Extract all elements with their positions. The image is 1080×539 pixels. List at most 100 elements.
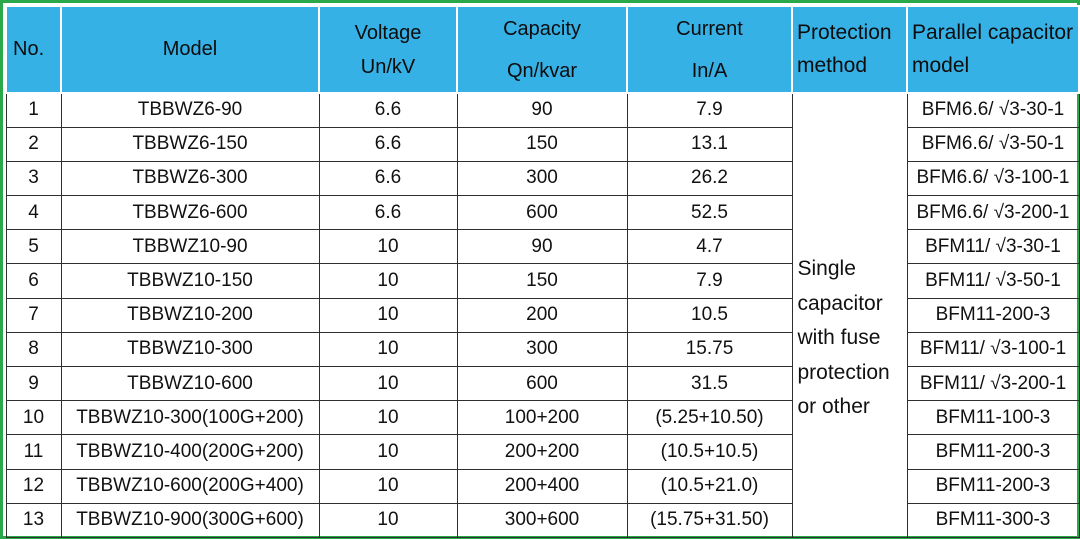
cell-capacity: 300 <box>456 160 628 197</box>
cell-model: TBBWZ10-90 <box>60 229 320 265</box>
cell-current: 7.9 <box>626 263 793 299</box>
cell-no: 10 <box>5 400 62 436</box>
cell-current: (10.5+21.0) <box>626 468 793 504</box>
cell-voltage: 10 <box>318 263 458 299</box>
cell-no: 11 <box>5 434 62 470</box>
table-row: 11 TBBWZ10-400(200G+200) 10 200+200 (10.… <box>5 434 1080 470</box>
cell-current: 4.7 <box>626 229 793 265</box>
table-row: 5 TBBWZ10-90 10 90 4.7 BFM11/ √3-30-1 <box>5 229 1080 265</box>
cell-model: TBBWZ10-400(200G+200) <box>60 434 320 470</box>
cell-current: 7.9 <box>626 92 793 128</box>
cell-voltage: 6.6 <box>318 195 458 231</box>
cell-current: 15.75 <box>626 331 793 368</box>
cell-capacity: 200+400 <box>456 468 628 504</box>
header-capacity: Capacity Qn/kvar <box>456 5 628 94</box>
cell-model: TBBWZ10-600 <box>60 365 320 402</box>
cell-no: 6 <box>5 263 62 299</box>
header-current-unit: In/A <box>691 59 728 82</box>
cell-capacity: 90 <box>456 92 628 128</box>
cell-protection-method: Single capacitor with fuse protection or… <box>791 92 908 538</box>
table-row: 9 TBBWZ10-600 10 600 31.5 BFM11/ √3-200-… <box>5 365 1080 402</box>
cell-capacity: 300+600 <box>456 502 628 538</box>
cell-voltage: 10 <box>318 297 458 333</box>
header-parallel-line1: Parallel capacitor <box>912 20 1074 44</box>
header-current-label: Current <box>676 17 743 40</box>
cell-current: 26.2 <box>626 160 793 197</box>
table-row: 3 TBBWZ6-300 6.6 300 26.2 BFM6.6/ √3-100… <box>5 160 1080 197</box>
cell-capacity: 200+200 <box>456 434 628 470</box>
header-voltage-label: Voltage <box>354 21 422 44</box>
header-model: Model <box>60 5 320 94</box>
cell-parallel-model: BFM11/ √3-50-1 <box>906 263 1080 299</box>
cell-capacity: 90 <box>456 229 628 265</box>
cell-current: (15.75+31.50) <box>626 502 793 538</box>
cell-no: 4 <box>5 195 62 231</box>
table-row: 8 TBBWZ10-300 10 300 15.75 BFM11/ √3-100… <box>5 331 1080 368</box>
table-row: 4 TBBWZ6-600 6.6 600 52.5 BFM6.6/ √3-200… <box>5 195 1080 231</box>
cell-capacity: 150 <box>456 263 628 299</box>
cell-voltage: 6.6 <box>318 160 458 197</box>
cell-capacity: 600 <box>456 365 628 402</box>
header-capacity-label: Capacity <box>503 17 581 40</box>
capacitor-spec-table: No. Model Voltage Un/kV Capacity Qn/kvar… <box>5 5 1080 538</box>
table-body: 1 TBBWZ6-90 6.6 90 7.9 Single capacitor … <box>5 92 1080 538</box>
cell-no: 13 <box>5 502 62 538</box>
cell-no: 9 <box>5 365 62 402</box>
cell-parallel-model: BFM6.6/ √3-30-1 <box>906 92 1080 128</box>
protection-line: capacitor <box>797 291 883 315</box>
cell-current: 52.5 <box>626 195 793 231</box>
cell-parallel-model: BFM6.6/ √3-100-1 <box>906 160 1080 197</box>
header-protection: Protection method <box>791 5 908 94</box>
header-no: No. <box>5 5 62 94</box>
cell-parallel-model: BFM6.6/ √3-50-1 <box>906 126 1080 162</box>
cell-voltage: 10 <box>318 400 458 436</box>
cell-parallel-model: BFM11-200-3 <box>906 434 1080 470</box>
cell-voltage: 10 <box>318 502 458 538</box>
header-voltage: Voltage Un/kV <box>318 5 458 94</box>
cell-no: 3 <box>5 160 62 197</box>
cell-model: TBBWZ6-90 <box>60 92 320 128</box>
cell-current: 10.5 <box>626 297 793 333</box>
cell-model: TBBWZ10-150 <box>60 263 320 299</box>
cell-current: (5.25+10.50) <box>626 400 793 436</box>
header-row: No. Model Voltage Un/kV Capacity Qn/kvar… <box>5 5 1080 94</box>
cell-voltage: 10 <box>318 331 458 368</box>
cell-parallel-model: BFM11/ √3-200-1 <box>906 365 1080 402</box>
cell-capacity: 300 <box>456 331 628 368</box>
cell-parallel-model: BFM11/ √3-100-1 <box>906 331 1080 368</box>
cell-no: 12 <box>5 468 62 504</box>
cell-parallel-model: BFM11-300-3 <box>906 502 1080 538</box>
cell-model: TBBWZ10-300(100G+200) <box>60 400 320 436</box>
cell-parallel-model: BFM11-100-3 <box>906 400 1080 436</box>
cell-current: 31.5 <box>626 365 793 402</box>
cell-model: TBBWZ6-300 <box>60 160 320 197</box>
header-protection-line1: Protection <box>797 20 892 44</box>
cell-no: 5 <box>5 229 62 265</box>
protection-line: Single <box>797 256 856 280</box>
header-voltage-unit: Un/kV <box>360 55 416 78</box>
cell-model: TBBWZ6-150 <box>60 126 320 162</box>
table-row: 6 TBBWZ10-150 10 150 7.9 BFM11/ √3-50-1 <box>5 263 1080 299</box>
header-protection-line2: method <box>797 53 868 77</box>
cell-voltage: 10 <box>318 229 458 265</box>
cell-no: 1 <box>5 92 62 128</box>
cell-current: 13.1 <box>626 126 793 162</box>
cell-parallel-model: BFM11/ √3-30-1 <box>906 229 1080 265</box>
cell-model: TBBWZ10-900(300G+600) <box>60 502 320 538</box>
protection-line: protection <box>797 360 890 384</box>
header-parallel: Parallel capacitor model <box>906 5 1080 94</box>
cell-capacity: 200 <box>456 297 628 333</box>
cell-parallel-model: BFM11-200-3 <box>906 468 1080 504</box>
cell-model: TBBWZ6-600 <box>60 195 320 231</box>
header-current: Current In/A <box>626 5 793 94</box>
cell-voltage: 6.6 <box>318 92 458 128</box>
cell-voltage: 10 <box>318 434 458 470</box>
cell-current: (10.5+10.5) <box>626 434 793 470</box>
table-row: 13 TBBWZ10-900(300G+600) 10 300+600 (15.… <box>5 502 1080 538</box>
table-row: 2 TBBWZ6-150 6.6 150 13.1 BFM6.6/ √3-50-… <box>5 126 1080 162</box>
cell-voltage: 10 <box>318 468 458 504</box>
cell-model: TBBWZ10-300 <box>60 331 320 368</box>
cell-no: 7 <box>5 297 62 333</box>
cell-model: TBBWZ10-600(200G+400) <box>60 468 320 504</box>
